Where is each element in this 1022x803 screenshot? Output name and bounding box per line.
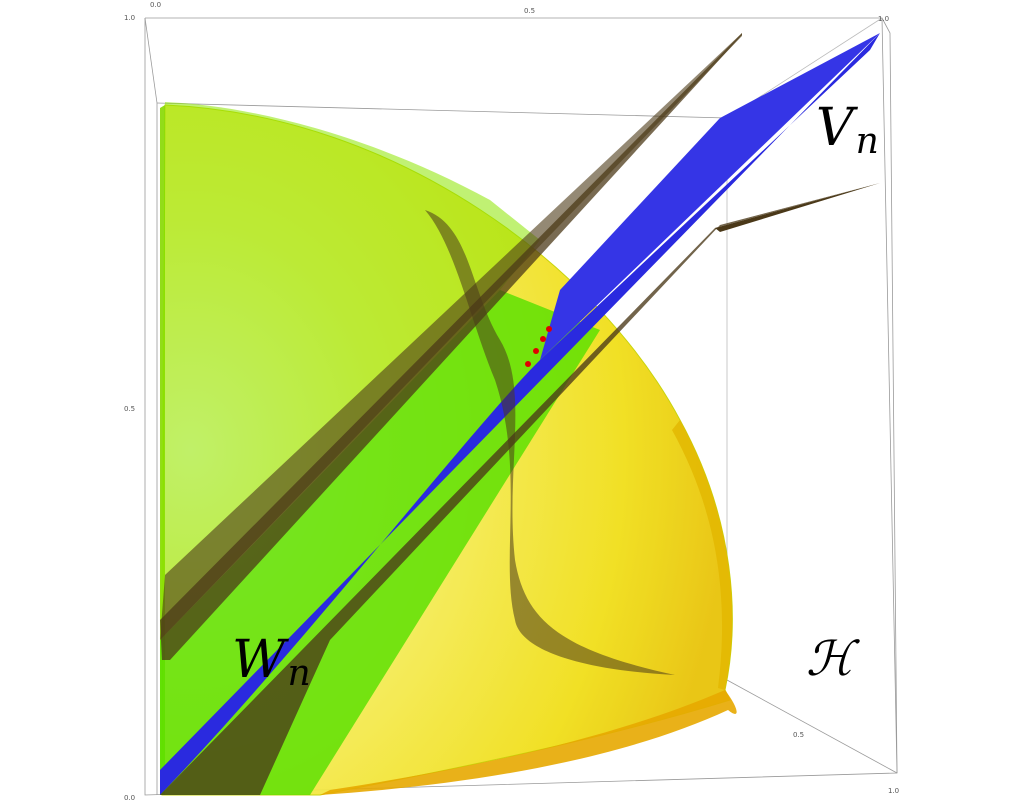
band-brown-lower	[160, 183, 880, 795]
band-brown-lower-top	[715, 183, 880, 232]
band-brown-upper	[160, 33, 742, 660]
tick-left-bottom: 0.0	[124, 794, 135, 802]
red-points	[525, 326, 552, 367]
tick-left-mid: 0.5	[124, 405, 135, 413]
tick-left-top: 1.0	[124, 14, 135, 22]
tick-top-right: 1.0	[878, 15, 889, 23]
label-w: Wn	[232, 630, 311, 694]
label-v: Vn	[816, 98, 879, 162]
tick-right-mid: 0.5	[793, 731, 804, 739]
tick-top-mid: 0.5	[524, 7, 535, 15]
curve-ribbon	[425, 210, 675, 675]
sphere-right-rim	[672, 420, 733, 690]
label-h: ℋ	[806, 631, 860, 687]
band-v-blue-face	[540, 33, 880, 360]
tick-right-bottom: 1.0	[888, 787, 899, 795]
tick-top-left: 0.0	[150, 1, 161, 9]
band-brown-upper-body	[160, 33, 742, 640]
bounding-box	[144, 17, 898, 796]
